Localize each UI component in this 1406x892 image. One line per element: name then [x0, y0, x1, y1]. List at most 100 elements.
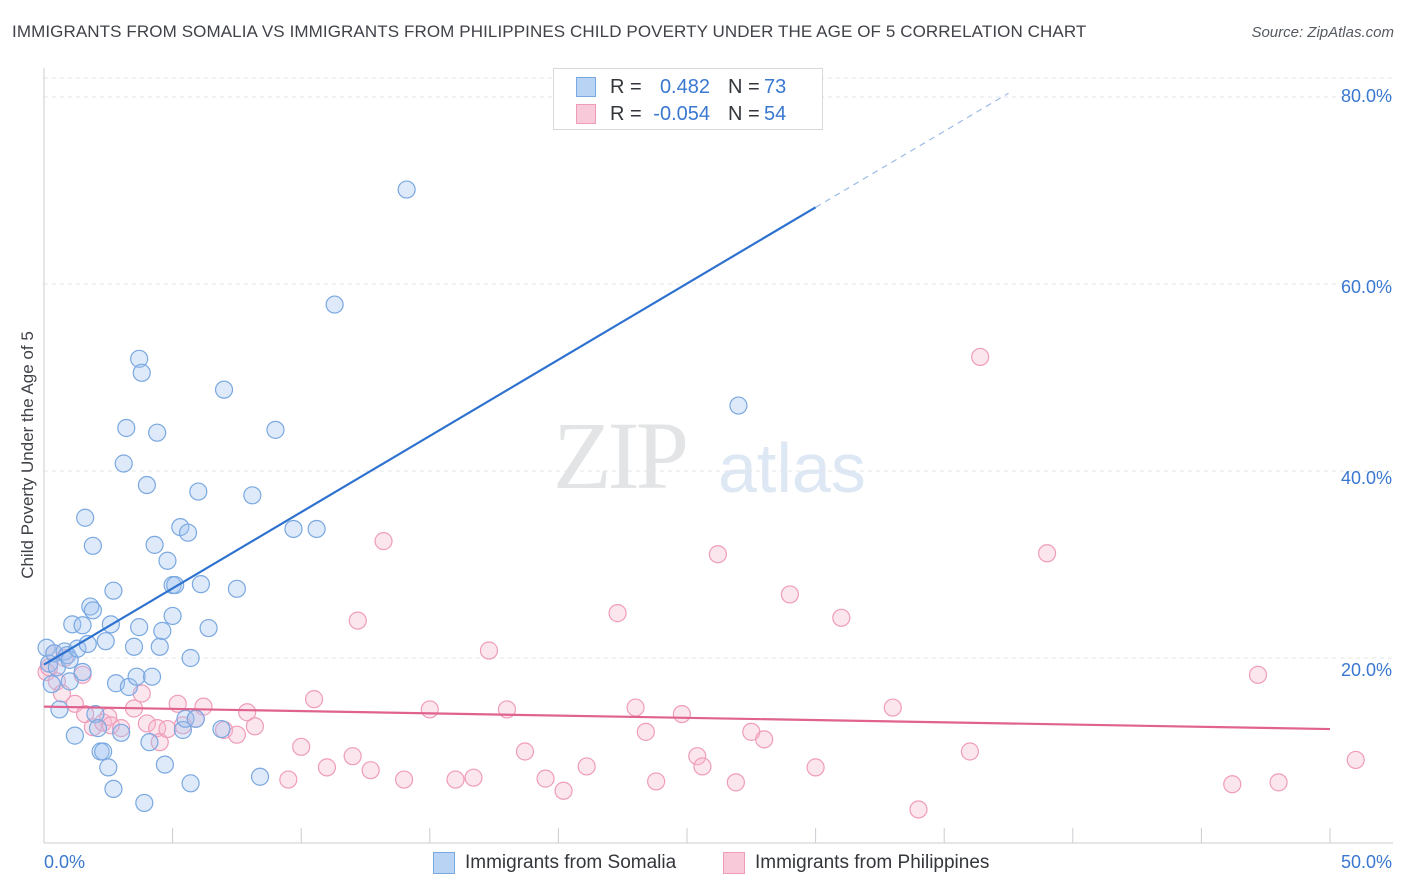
somalia-point	[50, 700, 69, 719]
somalia-point	[127, 667, 146, 686]
somalia-point	[88, 719, 108, 738]
somalia-point	[163, 606, 182, 626]
somalia-point	[73, 662, 92, 682]
philippines-point	[960, 742, 980, 761]
philippines-point	[626, 698, 645, 717]
philippines-point	[708, 545, 727, 564]
somalia-point	[42, 675, 61, 694]
somalia-point	[212, 719, 231, 739]
somalia-point	[124, 637, 144, 656]
philippines-point	[1269, 773, 1288, 792]
somalia-point	[130, 349, 149, 368]
philippines-point	[279, 770, 298, 789]
somalia-point	[96, 632, 115, 651]
somalia-point	[83, 536, 102, 555]
philippines-point	[909, 800, 928, 819]
somalia-point	[181, 648, 200, 668]
philippines-point	[883, 698, 902, 717]
somalia-point	[83, 601, 102, 620]
legend-item-philippines: Immigrants from Philippines	[723, 852, 989, 874]
y-tick-20: 20.0%	[1340, 660, 1392, 680]
r-label: R =	[610, 75, 642, 98]
somalia-point	[104, 581, 123, 600]
philippines-point	[112, 719, 131, 738]
somalia-point	[307, 519, 326, 539]
y-tick-60: 60.0%	[1340, 277, 1392, 297]
trend-lines	[43, 92, 1331, 731]
somalia-point	[132, 363, 151, 382]
somalia-point	[325, 295, 344, 314]
somalia-point	[148, 423, 167, 442]
somalia-point	[60, 672, 79, 691]
somalia-point	[158, 551, 177, 570]
philippines-point	[446, 770, 465, 789]
philippines-point	[1248, 665, 1268, 684]
gridlines	[44, 77, 1393, 659]
philippines-point	[394, 770, 414, 789]
n-value: 54	[764, 102, 787, 125]
philippines-point	[245, 717, 265, 736]
philippines-swatch-icon	[723, 852, 745, 874]
watermark-atlas: atlas	[718, 429, 866, 507]
philippines-point	[317, 758, 337, 777]
series-legend: Immigrants from Somalia Immigrants from …	[0, 852, 1406, 878]
somalia-point	[117, 418, 136, 438]
philippines-point	[1223, 775, 1242, 794]
philippines-point	[361, 761, 380, 780]
philippines-point	[755, 730, 774, 749]
somalia-point	[104, 779, 123, 799]
somalia-point	[114, 454, 133, 473]
x-axis	[43, 68, 1393, 844]
somalia-point	[189, 482, 208, 501]
somalia-point	[155, 755, 174, 774]
philippines-point	[693, 757, 712, 776]
philippines-point	[420, 700, 439, 719]
somalia-point	[176, 709, 195, 728]
philippines-trend-line	[43, 705, 1331, 731]
philippines-point	[304, 690, 324, 709]
legend-item-somalia: Immigrants from Somalia	[433, 852, 676, 874]
somalia-point	[199, 618, 218, 638]
somalia-point	[65, 726, 84, 745]
somalia-point	[73, 616, 92, 635]
philippines-point	[608, 604, 627, 623]
somalia-trend-extension	[815, 92, 1009, 208]
somalia-point	[243, 486, 262, 505]
philippines-point	[464, 768, 483, 787]
philippines-point	[780, 585, 799, 604]
somalia-point	[153, 621, 172, 640]
philippines-point	[832, 608, 851, 627]
r-value: -0.054	[653, 102, 710, 125]
somalia-point	[191, 575, 210, 594]
somalia-point	[181, 774, 200, 793]
philippines-point	[292, 737, 311, 756]
legend-row-somalia: R = 0.482 N = 73	[576, 75, 786, 99]
x-tick-min: 0.0%	[44, 852, 86, 872]
somalia-point	[86, 704, 105, 724]
n-label: N =	[728, 102, 760, 125]
philippines-point	[971, 347, 990, 367]
philippines-point	[227, 725, 246, 744]
somalia-swatch-icon	[433, 852, 455, 874]
legend-row-philippines: R = -0.054 N = 54	[576, 102, 786, 126]
legend-label-somalia: Immigrants from Somalia	[465, 852, 677, 873]
philippines-point	[577, 757, 596, 776]
philippines-point	[1037, 544, 1057, 563]
philippines-point	[636, 722, 655, 741]
philippines-point	[515, 742, 535, 761]
somalia-point	[145, 535, 164, 554]
philippines-swatch-icon	[576, 104, 596, 124]
somalia-point	[250, 767, 270, 786]
philippines-point	[1346, 750, 1365, 770]
philippines-point	[806, 758, 825, 777]
philippines-point	[688, 747, 707, 766]
philippines-point	[647, 772, 666, 791]
n-label: N =	[728, 75, 760, 98]
philippines-point	[726, 773, 745, 792]
philippines-point	[536, 769, 555, 788]
x-tick-max: 50.0%	[1340, 852, 1392, 872]
somalia-point	[99, 758, 118, 777]
somalia-point	[266, 420, 285, 439]
chart-title: IMMIGRANTS FROM SOMALIA VS IMMIGRANTS FR…	[12, 22, 1087, 41]
